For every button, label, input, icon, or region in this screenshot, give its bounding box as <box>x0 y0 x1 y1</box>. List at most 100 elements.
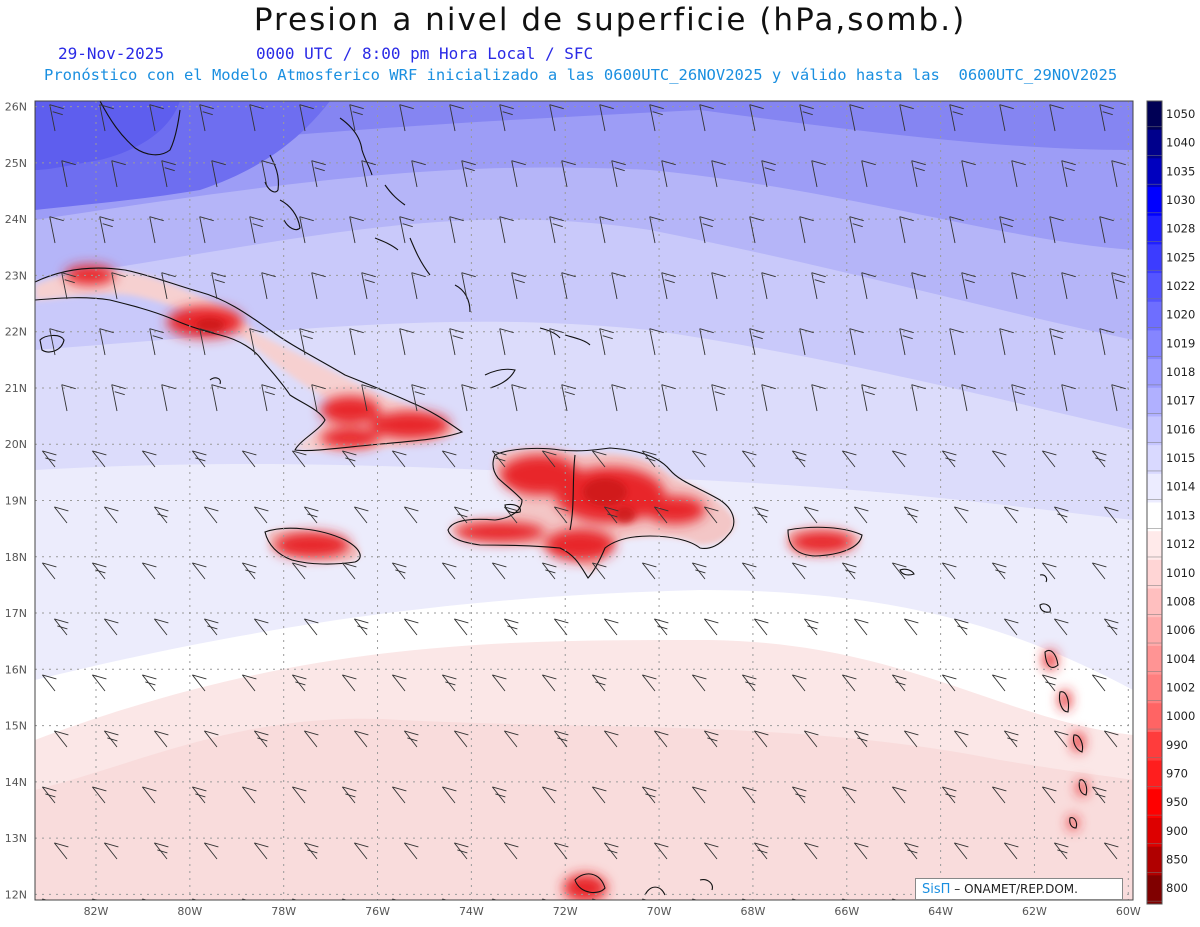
wind-barb <box>461 272 476 300</box>
colorbar-swatch <box>1147 789 1162 819</box>
colorbar: 1050 1040 1035 1030 1028 1025 1022 1020 1019 1018… <box>1146 100 1195 905</box>
wind-barb <box>961 384 976 412</box>
wind-barb <box>161 160 176 188</box>
wind-barb <box>254 618 269 636</box>
wind-barb <box>49 216 64 244</box>
wind-barb <box>999 328 1014 356</box>
latitude-labels: 26N 25N 24N 23N 22N 21N 20N 19N 18N 17N 16N 15N 14N 1… <box>5 101 27 902</box>
wind-barb <box>904 506 919 524</box>
wind-barb <box>661 384 676 412</box>
wind-barb <box>942 562 957 580</box>
wind-barb <box>342 786 357 804</box>
wind-barb <box>261 272 276 300</box>
colorbar-swatch <box>1147 359 1162 389</box>
wind-barb <box>461 160 476 188</box>
wind-barb <box>349 328 364 356</box>
lon-label: 64W <box>928 905 953 918</box>
colorbar-swatch <box>1147 731 1162 762</box>
colorbar-swatch <box>1147 645 1162 676</box>
wind-barb <box>792 562 807 580</box>
wind-barb <box>699 104 714 132</box>
wind-barb <box>1099 216 1114 244</box>
wind-barb <box>211 272 226 300</box>
wind-barb <box>842 674 857 692</box>
wind-barb <box>399 104 414 132</box>
lon-label: 74W <box>459 905 484 918</box>
wind-barb <box>1092 674 1107 692</box>
colorbar-swatch <box>1147 588 1162 618</box>
wind-barb <box>761 272 776 300</box>
wind-barb <box>242 450 257 468</box>
colorbar-label: 800 <box>1166 881 1188 895</box>
lat-label: 21N <box>5 382 27 395</box>
wind-barb <box>849 328 864 356</box>
wind-barb <box>254 730 269 748</box>
wind-barb <box>799 216 814 244</box>
wind-barb <box>61 384 76 412</box>
wind-barb <box>961 160 976 188</box>
wind-barb <box>304 618 319 636</box>
wind-barb <box>149 104 164 132</box>
forecast-time: 0000 UTC / 8:00 pm Hora Local / SFC <box>256 44 594 63</box>
wind-barb <box>604 506 619 524</box>
wind-barb <box>1104 506 1119 524</box>
colorbar-label: 1035 <box>1166 164 1195 178</box>
wind-barb <box>992 450 1007 468</box>
wind-barb <box>849 216 864 244</box>
wind-barb <box>799 328 814 356</box>
wind-barb <box>404 842 419 860</box>
wind-barb <box>111 384 126 412</box>
wind-barb <box>54 618 69 636</box>
wind-barb <box>542 674 557 692</box>
wind-barb <box>1054 730 1069 748</box>
wind-barb <box>449 216 464 244</box>
wind-barb <box>654 618 669 636</box>
wind-barb <box>961 272 976 300</box>
colorbar-swatch <box>1147 703 1162 733</box>
wind-barb <box>142 786 157 804</box>
wind-barb <box>1054 506 1069 524</box>
wind-barb <box>442 562 457 580</box>
wind-barb <box>261 160 276 188</box>
wind-barb <box>504 506 519 524</box>
wind-barb <box>542 786 557 804</box>
wind-barb <box>404 506 419 524</box>
wind-barb <box>742 450 757 468</box>
wind-barb <box>461 384 476 412</box>
wind-barb <box>149 216 164 244</box>
lon-label: 62W <box>1022 905 1047 918</box>
wind-barb <box>454 842 469 860</box>
lat-label: 26N <box>5 101 27 114</box>
wind-barb <box>992 786 1007 804</box>
wind-barb <box>792 674 807 692</box>
wind-barb <box>999 104 1014 132</box>
wind-barb <box>42 562 57 580</box>
wind-barb <box>754 506 769 524</box>
wind-barb <box>499 328 514 356</box>
wind-barb <box>392 786 407 804</box>
wind-barb <box>99 104 114 132</box>
wind-barb <box>554 618 569 636</box>
wind-barb <box>711 272 726 300</box>
wind-barb <box>911 272 926 300</box>
wind-barb <box>711 160 726 188</box>
plot-frame <box>34 100 1134 901</box>
wind-barb <box>154 730 169 748</box>
wind-barb <box>442 674 457 692</box>
colorbar-label: 1019 <box>1166 336 1195 350</box>
wind-barb <box>92 562 107 580</box>
wind-barb <box>304 730 319 748</box>
lat-label: 22N <box>5 326 27 339</box>
wind-barb <box>204 730 219 748</box>
wind-barb <box>1004 842 1019 860</box>
wind-barb <box>842 786 857 804</box>
wind-barb <box>311 160 326 188</box>
lon-label: 82W <box>84 905 109 918</box>
wind-barb <box>454 618 469 636</box>
colorbar-swatch <box>1147 502 1162 532</box>
wind-barb <box>654 730 669 748</box>
wind-barb <box>1061 272 1076 300</box>
lon-label: 60W <box>1116 905 1141 918</box>
wind-barb <box>249 104 264 132</box>
wind-barb <box>842 450 857 468</box>
